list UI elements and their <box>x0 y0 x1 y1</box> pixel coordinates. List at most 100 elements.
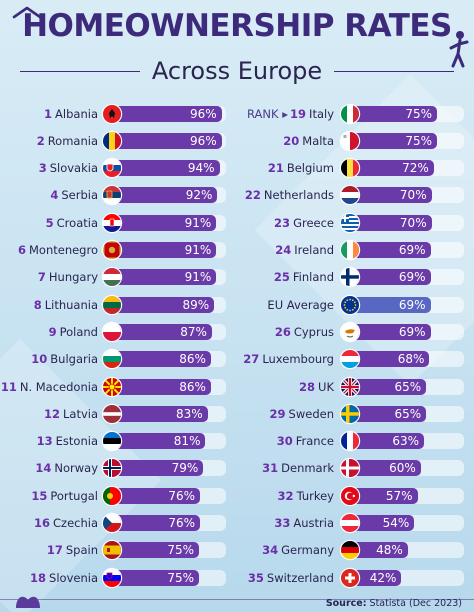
divider <box>334 71 454 72</box>
country-label: 5 Croatia <box>46 216 98 230</box>
rank-number: 10 <box>31 352 48 367</box>
country-label: 28 UK <box>299 380 334 394</box>
country-label: 6 Montenegro <box>18 243 98 257</box>
value-label: 91% <box>184 270 212 285</box>
country-name: Luxembourg <box>262 352 334 367</box>
bar-track: 48% <box>356 542 464 559</box>
value-label: 86% <box>179 352 206 367</box>
bar: 70% <box>356 214 432 231</box>
bar: 89% <box>118 296 215 313</box>
value-label: 65% <box>394 379 422 394</box>
bar-track: 63% <box>356 433 464 450</box>
value-label: 69% <box>398 243 426 257</box>
country-label: 10 Bulgaria <box>31 352 98 366</box>
croatia-flag-icon <box>103 213 121 232</box>
country-name: Estonia <box>55 434 98 449</box>
value-label: 68% <box>397 352 425 367</box>
north-macedonia-flag-icon <box>103 377 121 396</box>
country-label: 32 Turkey <box>278 489 334 503</box>
poland-flag-icon <box>103 322 121 341</box>
country-label: 31 Denmark <box>262 461 334 475</box>
country-name: Ireland <box>294 243 334 257</box>
value-label: 69% <box>398 297 426 312</box>
bar-track: 86% <box>118 351 226 368</box>
slovakia-flag-icon <box>103 159 121 178</box>
rank-number: 33 <box>274 516 291 530</box>
value-label: 92% <box>185 188 213 203</box>
subtitle-block: Across Europe <box>20 57 454 85</box>
italy-flag-icon <box>341 104 359 123</box>
value-label: 72% <box>402 161 429 176</box>
rank-number: 12 <box>43 406 60 421</box>
bar-track: 91% <box>118 214 226 231</box>
rank-number: 8 <box>33 297 42 312</box>
country-name: Lithuania <box>44 297 98 312</box>
value-label: 65% <box>394 406 422 421</box>
rank-marker: RANK ▸ <box>247 107 288 121</box>
bulgaria-flag-icon <box>103 350 121 369</box>
country-name: Netherlands <box>263 188 334 203</box>
value-label: 76% <box>168 516 196 530</box>
ireland-flag-icon <box>341 241 359 259</box>
source-note: Source: Statista (Dec 2023) <box>326 598 462 609</box>
rank-number: 31 <box>262 461 279 476</box>
country-name: Austria <box>293 516 334 530</box>
country-label: 14 Norway <box>35 461 98 475</box>
bar-track: 75% <box>356 132 464 149</box>
rank-number: 2 <box>36 133 45 148</box>
country-name: France <box>295 434 334 449</box>
bar: 68% <box>356 351 430 368</box>
bar: 75% <box>356 132 437 149</box>
rank-number: 34 <box>262 543 279 558</box>
netherlands-flag-icon <box>341 186 359 205</box>
country-label: 26 Cyprus <box>275 325 334 339</box>
bar: 86% <box>118 351 211 368</box>
country-name: Malta <box>302 133 334 148</box>
bar-track: 76% <box>118 487 226 504</box>
bar: 83% <box>118 405 208 422</box>
lithuania-flag-icon <box>103 295 121 314</box>
footer-divider <box>0 599 474 600</box>
country-label: 33 Austria <box>274 516 334 530</box>
rank-number: 25 <box>273 270 290 285</box>
country-name: Montenegro <box>28 243 98 257</box>
country-name: Croatia <box>56 215 98 230</box>
bar: 87% <box>118 323 212 340</box>
country-label: 7 Hungary <box>38 270 98 284</box>
country-name: Serbia <box>61 188 98 203</box>
value-label: 63% <box>392 434 420 449</box>
country-name: Portugal <box>50 488 98 503</box>
rank-number: 23 <box>274 215 291 230</box>
bar-track: 69% <box>356 296 464 313</box>
country-label: 35 Switzerland <box>248 571 334 585</box>
france-flag-icon <box>341 432 359 451</box>
bar-track: 83% <box>118 405 226 422</box>
value-label: 54% <box>382 516 410 530</box>
rank-number: 32 <box>277 488 294 503</box>
bar: 70% <box>356 187 432 204</box>
bar: 91% <box>118 214 217 231</box>
value-label: 94% <box>187 161 215 176</box>
country-name: Switzerland <box>266 570 334 585</box>
bar: 81% <box>118 433 206 450</box>
bar-track: 60% <box>356 460 464 477</box>
value-label: 86% <box>179 379 206 394</box>
bar-track: 65% <box>356 405 464 422</box>
bar-track: 57% <box>356 487 464 504</box>
bar-track: 92% <box>118 187 226 204</box>
bar-track: 75% <box>118 569 226 586</box>
rank-number: 17 <box>46 543 63 558</box>
bar: 69% <box>356 269 431 286</box>
bar: 69% <box>356 323 431 340</box>
bar-track: 70% <box>356 187 464 204</box>
slovenia-flag-icon <box>103 568 121 587</box>
bar-track: 69% <box>356 242 464 258</box>
bar-track: 81% <box>118 433 226 450</box>
denmark-flag-icon <box>341 459 359 478</box>
bar: 57% <box>356 487 418 504</box>
country-label: 16 Czechia <box>34 516 98 530</box>
country-name: Sweden <box>288 406 334 421</box>
sweden-flag-icon <box>341 404 359 423</box>
country-name: Albania <box>55 106 98 121</box>
greece-flag-icon <box>341 213 359 232</box>
